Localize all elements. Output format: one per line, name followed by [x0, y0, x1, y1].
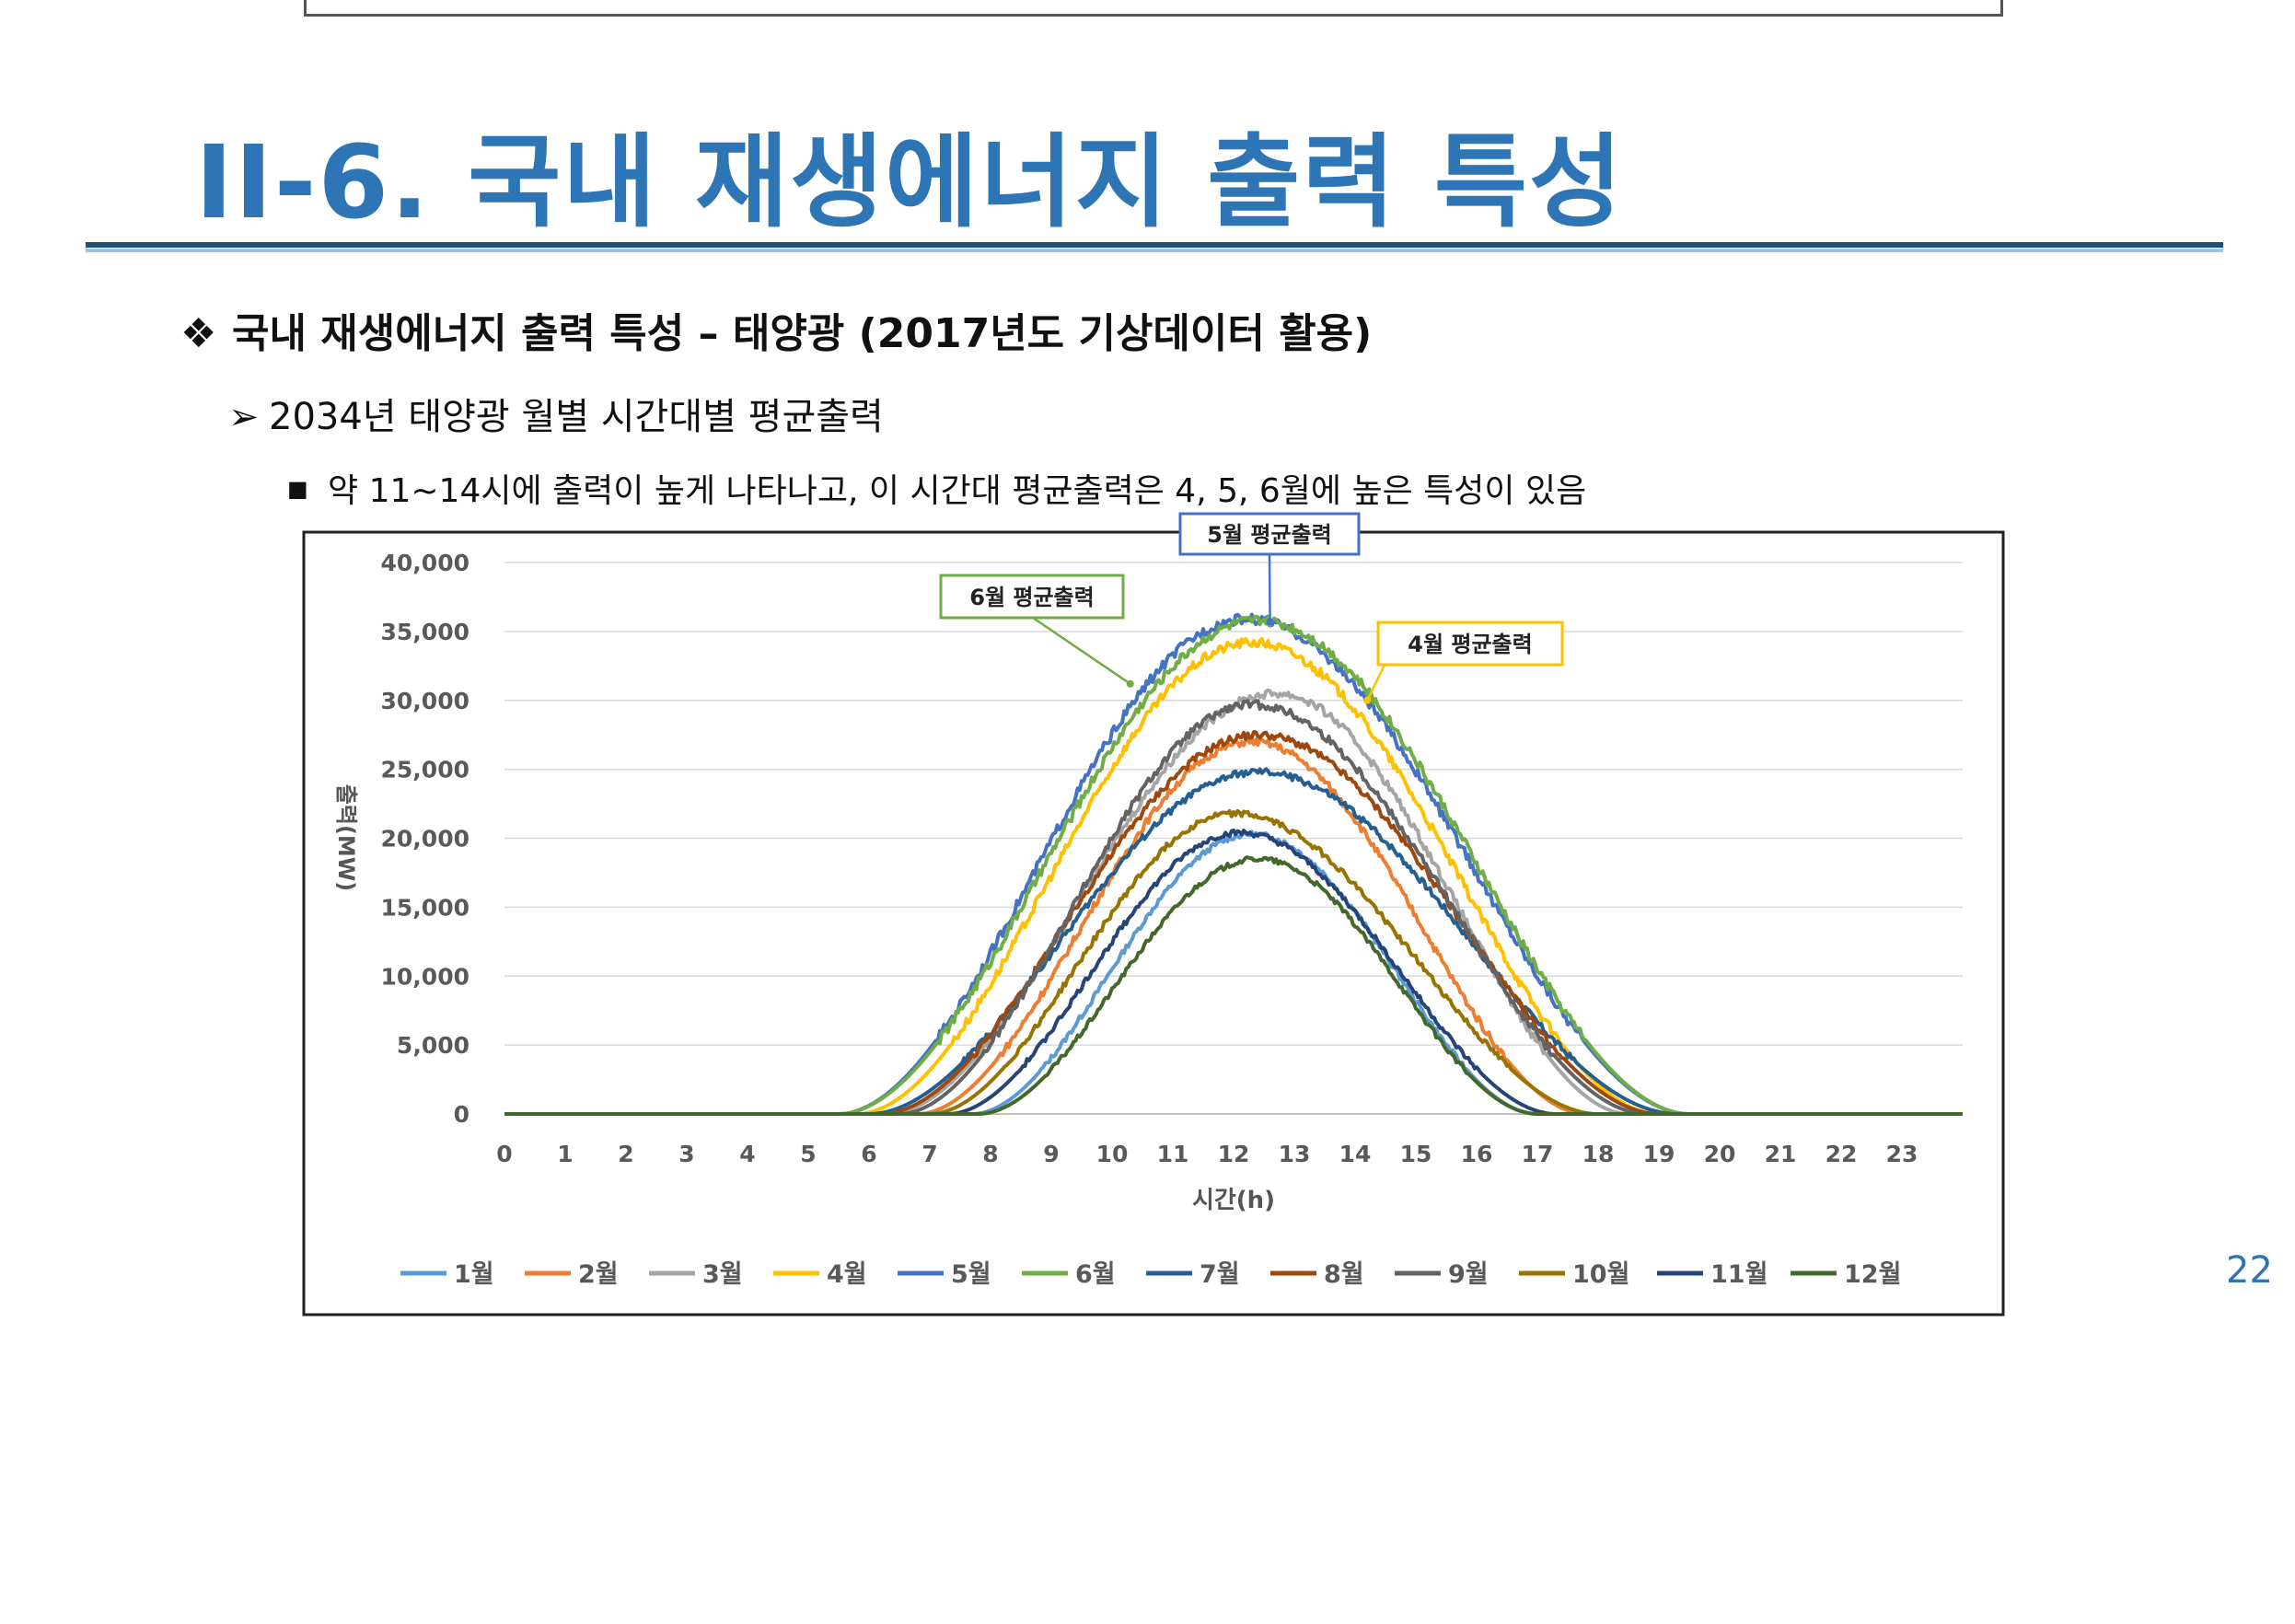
legend-item-7[interactable]: 7월	[1200, 1260, 1240, 1289]
legend-item-4[interactable]: 4월	[827, 1260, 867, 1289]
square-bullet-icon: ■	[287, 476, 308, 502]
x-tick-label: 15	[1400, 1141, 1432, 1167]
legend-item-8[interactable]: 8월	[1324, 1260, 1364, 1289]
x-tick-label: 3	[678, 1141, 694, 1167]
annotation-label: 6월 평균출력	[969, 585, 1094, 610]
legend-item-6[interactable]: 6월	[1075, 1260, 1116, 1289]
legend-item-9[interactable]: 9월	[1448, 1260, 1489, 1289]
annotation-pointer	[1363, 696, 1372, 704]
top-frame-border	[304, 0, 2003, 17]
annotation-box	[939, 574, 1125, 620]
annotation-box	[1376, 621, 1564, 667]
bullet-level-1: ❖ 국내 재생에너지 출력 특성 – 태양광 (2017년도 기상데이터 활용)	[180, 300, 1372, 359]
y-axis-label: 출력(MW)	[333, 784, 359, 891]
bullet-level-2-text: 2034년 태양광 월별 시간대별 평균출력	[269, 396, 884, 438]
annotation-leader	[1032, 616, 1131, 685]
x-tick-label: 4	[739, 1141, 755, 1167]
x-tick-label: 14	[1339, 1141, 1372, 1167]
x-tick-label: 12	[1218, 1141, 1250, 1167]
x-tick-label: 22	[1826, 1141, 1858, 1167]
annotation-pointer	[1266, 618, 1274, 626]
title-underline-light	[86, 249, 2223, 252]
annotation-box	[1178, 512, 1361, 556]
x-tick-label: 16	[1461, 1141, 1493, 1167]
chart-annotations: 5월 평균출력 6월 평균출력 4월 평균출력	[939, 512, 1564, 704]
x-tick-label: 13	[1279, 1141, 1311, 1167]
arrow-bullet-icon: ➢	[228, 396, 260, 438]
bullet-level-3-text: 약 11~14시에 출력이 높게 나타나고, 이 시간대 평균출력은 4, 5,…	[328, 472, 1587, 510]
diamond-bullet-icon: ❖	[180, 310, 217, 357]
annotation-label: 4월 평균출력	[1408, 632, 1532, 657]
legend-item-2[interactable]: 2월	[578, 1260, 619, 1289]
y-tick-label: 0	[454, 1101, 469, 1128]
legend-item-11[interactable]: 11월	[1710, 1260, 1768, 1289]
x-tick-label: 20	[1704, 1141, 1736, 1167]
legend-item-1[interactable]: 1월	[454, 1260, 494, 1289]
chart-series	[504, 612, 1963, 1116]
legend-item-12[interactable]: 12월	[1844, 1260, 1901, 1289]
x-tick-label: 0	[496, 1141, 512, 1167]
annotation-label: 5월 평균출력	[1207, 522, 1331, 548]
series-line-12	[504, 855, 1963, 1116]
legend-item-10[interactable]: 10월	[1572, 1260, 1629, 1289]
x-tick-label: 17	[1522, 1141, 1554, 1167]
x-tick-label: 11	[1157, 1141, 1189, 1167]
legend-item-3[interactable]: 3월	[702, 1260, 743, 1289]
y-tick-label: 35,000	[381, 619, 469, 645]
bullet-level-2: ➢ 2034년 태양광 월별 시간대별 평균출력	[228, 387, 884, 440]
y-tick-label: 30,000	[381, 688, 469, 714]
y-tick-label: 5,000	[397, 1032, 469, 1059]
x-tick-label: 2	[618, 1141, 633, 1167]
x-tick-label: 21	[1765, 1141, 1797, 1167]
annotation-pointer	[1126, 679, 1134, 688]
bullet-level-3: ■ 약 11~14시에 출력이 높게 나타나고, 이 시간대 평균출력은 4, 5…	[287, 464, 1586, 512]
y-tick-label: 25,000	[381, 757, 469, 783]
y-tick-label: 15,000	[381, 894, 469, 921]
y-axis-ticks: 0 5,000 10,000 15,000 20,000 25,000 30,000 35,0…	[381, 550, 469, 1128]
x-tick-label: 5	[800, 1141, 816, 1167]
x-tick-label: 19	[1643, 1141, 1675, 1167]
x-tick-label: 6	[861, 1141, 876, 1167]
x-tick-label: 18	[1582, 1141, 1615, 1167]
annotation-leader	[1268, 553, 1271, 622]
title-underline	[86, 242, 2223, 248]
x-tick-label: 7	[921, 1141, 937, 1167]
x-tick-label: 23	[1886, 1141, 1918, 1167]
legend-item-5[interactable]: 5월	[951, 1260, 991, 1289]
x-tick-label: 9	[1043, 1141, 1059, 1167]
chart-frame	[302, 530, 2005, 1317]
chart-legend[interactable]: 1월 2월 3월 4월 5월 6월 7월 8월 9월 10월 11월 12월	[400, 1260, 1901, 1289]
bullet-level-1-text: 국내 재생에너지 출력 특성 – 태양광 (2017년도 기상데이터 활용)	[232, 310, 1373, 357]
x-tick-label: 10	[1096, 1141, 1129, 1167]
slide-title: II-6. 국내 재생에너지 출력 특성	[195, 123, 1625, 241]
x-axis-label: 시간(h)	[1192, 1187, 1275, 1214]
x-tick-label: 8	[982, 1141, 998, 1167]
y-tick-label: 10,000	[381, 963, 469, 990]
y-tick-label: 20,000	[381, 826, 469, 853]
x-tick-label: 1	[557, 1141, 573, 1167]
y-tick-label: 40,000	[381, 550, 469, 576]
x-axis-ticks: 0 1 2 3 4 5 6 7 8 9 10 11 12 13 14 15 16 17 18 19 20 21 22 23	[496, 1141, 1918, 1167]
page-number: 22	[2226, 1249, 2273, 1292]
